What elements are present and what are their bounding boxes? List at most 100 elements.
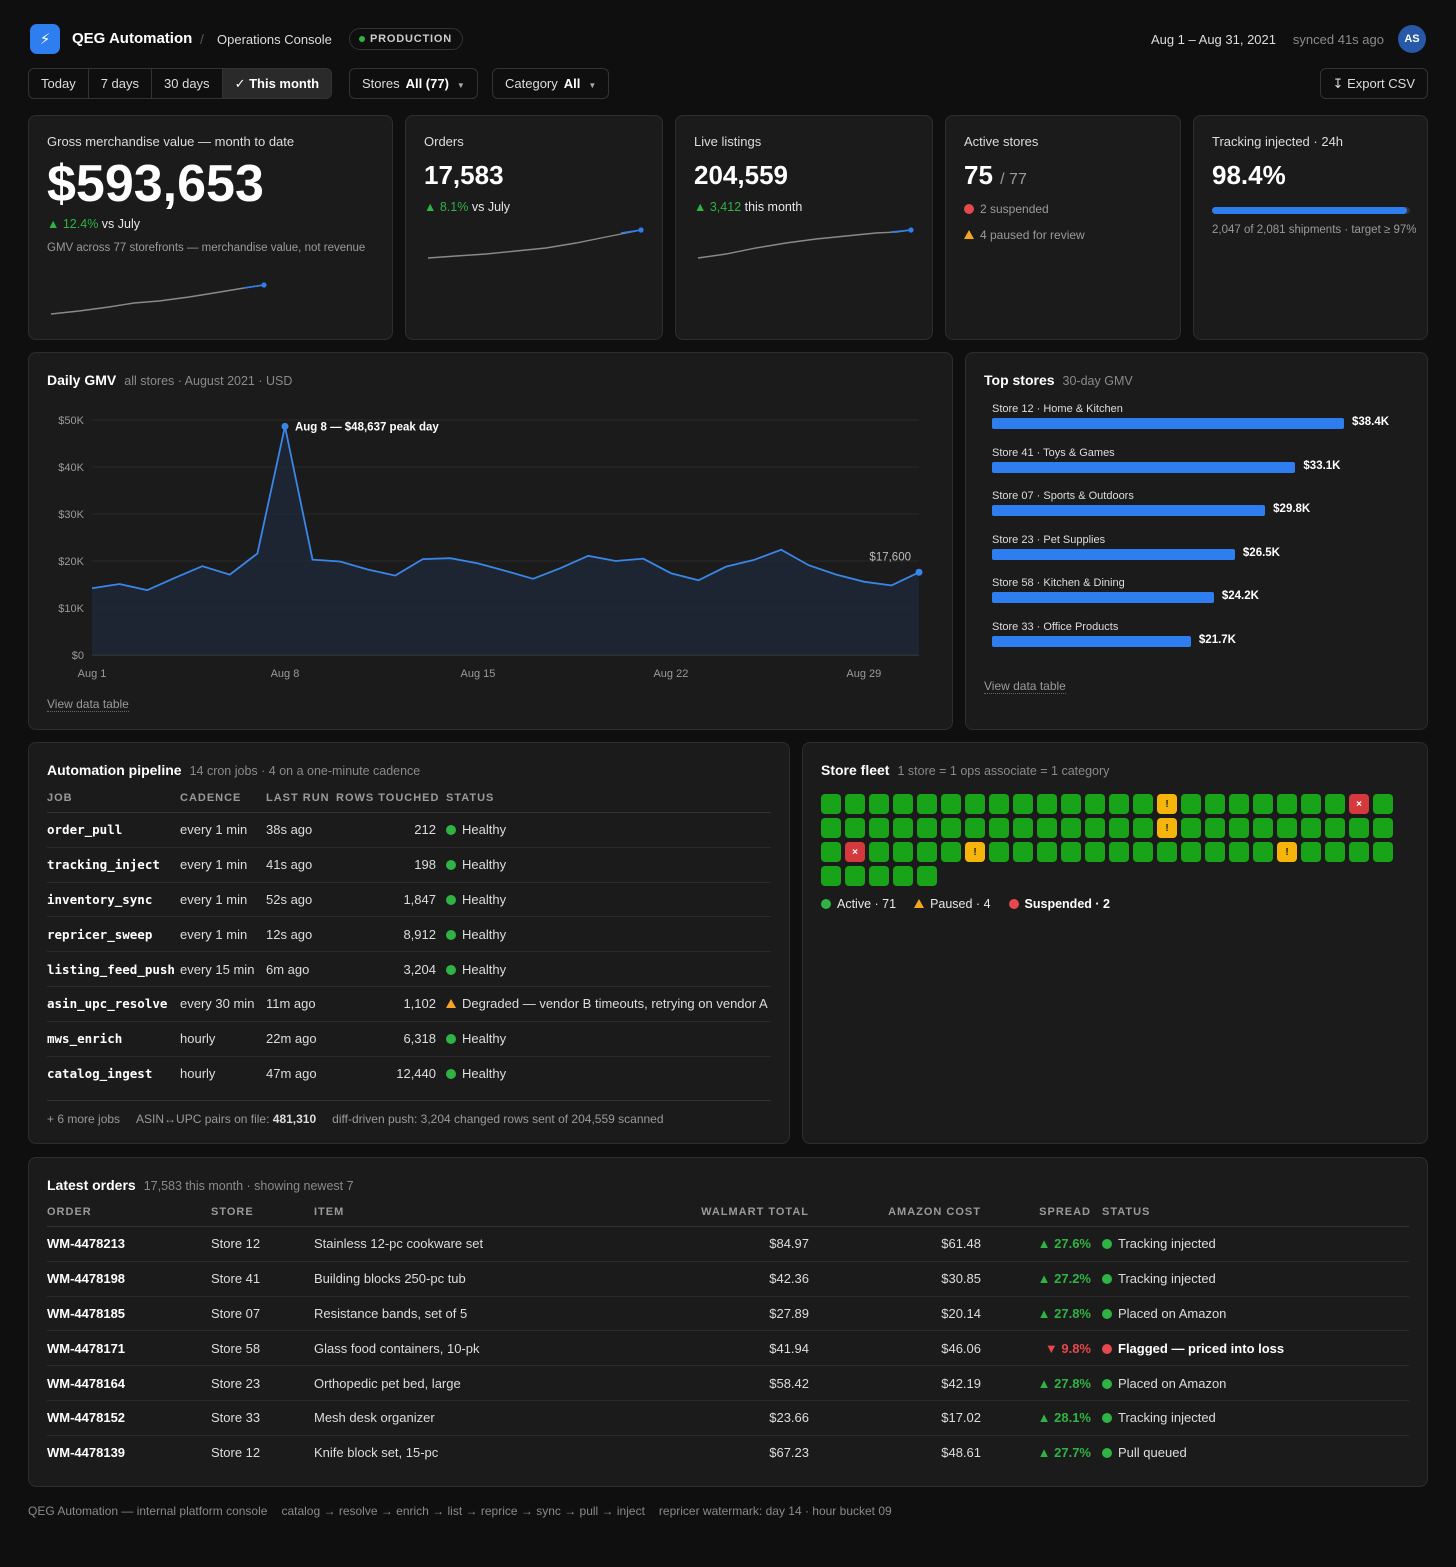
store-cell-active[interactable] xyxy=(1349,818,1369,838)
table-row[interactable]: asin_upc_resolve every 30 min 11m ago 1,102… xyxy=(47,986,771,1022)
store-cell-active[interactable] xyxy=(1301,842,1321,862)
store-cell-paused[interactable]: ! xyxy=(1277,842,1297,862)
store-cell-active[interactable] xyxy=(1181,842,1201,862)
table-row[interactable]: mws_enrich hourly 22m ago 6,318 Healthy xyxy=(47,1021,771,1057)
store-cell-active[interactable] xyxy=(1181,818,1201,838)
store-cell-paused[interactable]: ! xyxy=(1157,818,1177,838)
category-dropdown[interactable]: Category All ▼ xyxy=(492,68,610,99)
store-cell-active[interactable] xyxy=(1325,794,1345,814)
store-cell-active[interactable] xyxy=(1205,794,1225,814)
store-cell-suspended[interactable]: × xyxy=(1349,794,1369,814)
store-cell-active[interactable] xyxy=(845,866,865,886)
store-cell-active[interactable] xyxy=(1301,794,1321,814)
store-cell-active[interactable] xyxy=(1373,842,1393,862)
store-cell-active[interactable] xyxy=(1133,794,1153,814)
store-cell-active[interactable] xyxy=(917,842,937,862)
store-cell-active[interactable] xyxy=(1157,842,1177,862)
store-cell-active[interactable] xyxy=(1277,818,1297,838)
store-cell-active[interactable] xyxy=(1037,818,1057,838)
table-row[interactable]: WM-4478198 Store 41 Building blocks 250-pc… xyxy=(47,1261,1409,1297)
store-cell-active[interactable] xyxy=(1037,842,1057,862)
store-cell-active[interactable] xyxy=(893,866,913,886)
user-avatar[interactable]: AS xyxy=(1398,25,1426,53)
store-cell-active[interactable] xyxy=(1277,794,1297,814)
store-cell-active[interactable] xyxy=(845,794,865,814)
table-row[interactable]: WM-4478164 Store 23 Orthopedic pet bed, la… xyxy=(47,1365,1409,1401)
store-cell-active[interactable] xyxy=(869,842,889,862)
table-row[interactable]: WM-4478139 Store 12 Knife block set, 15-pc… xyxy=(47,1435,1409,1470)
store-cell-active[interactable] xyxy=(893,842,913,862)
store-cell-active[interactable] xyxy=(1325,818,1345,838)
order-id[interactable]: WM-4478139 xyxy=(47,1445,126,1461)
view-data-table-link[interactable]: View data table xyxy=(47,697,129,712)
store-cell-active[interactable] xyxy=(1301,818,1321,838)
store-cell-paused[interactable]: ! xyxy=(1157,794,1177,814)
store-cell-active[interactable] xyxy=(869,866,889,886)
store-cell-active[interactable] xyxy=(869,794,889,814)
store-cell-active[interactable] xyxy=(1085,818,1105,838)
store-cell-active[interactable] xyxy=(1253,842,1273,862)
store-cell-active[interactable] xyxy=(1085,794,1105,814)
store-cell-active[interactable] xyxy=(941,818,961,838)
store-cell-active[interactable] xyxy=(917,866,937,886)
store-cell-active[interactable] xyxy=(1133,818,1153,838)
view-data-table-link[interactable]: View data table xyxy=(984,679,1066,694)
store-cell-active[interactable] xyxy=(869,818,889,838)
store-cell-active[interactable] xyxy=(965,794,985,814)
store-cell-active[interactable] xyxy=(821,842,841,862)
store-cell-suspended[interactable]: × xyxy=(845,842,865,862)
store-cell-active[interactable] xyxy=(821,794,841,814)
table-row[interactable]: repricer_sweep every 1 min 12s ago 8,912 Hea… xyxy=(47,916,771,953)
table-row[interactable]: order_pull every 1 min 38s ago 212 Healthy xyxy=(47,812,771,848)
store-cell-active[interactable] xyxy=(893,818,913,838)
export-csv-button[interactable]: ↧ Export CSV xyxy=(1319,68,1428,99)
table-row[interactable]: WM-4478213 Store 12 Stainless 12-pc cookwa… xyxy=(47,1226,1409,1262)
table-row[interactable]: WM-4478171 Store 58 Glass food containers,… xyxy=(47,1330,1409,1367)
store-cell-active[interactable] xyxy=(1229,818,1249,838)
store-cell-active[interactable] xyxy=(1109,842,1129,862)
order-id[interactable]: WM-4478152 xyxy=(47,1400,211,1436)
table-row[interactable]: inventory_sync every 1 min 52s ago 1,847 Hea… xyxy=(47,882,771,918)
store-cell-active[interactable] xyxy=(845,818,865,838)
store-cell-active[interactable] xyxy=(1325,842,1345,862)
store-cell-active[interactable] xyxy=(989,842,1009,862)
store-cell-active[interactable] xyxy=(1229,794,1249,814)
store-cell-active[interactable] xyxy=(989,818,1009,838)
store-cell-active[interactable] xyxy=(1373,794,1393,814)
store-cell-active[interactable] xyxy=(1013,794,1033,814)
store-cell-active[interactable] xyxy=(893,794,913,814)
store-cell-active[interactable] xyxy=(1181,794,1201,814)
store-cell-active[interactable] xyxy=(1349,842,1369,862)
store-cell-active[interactable] xyxy=(1109,818,1129,838)
table-row[interactable]: catalog_ingest hourly 47m ago 12,440 Healthy xyxy=(47,1056,771,1091)
store-cell-active[interactable] xyxy=(1037,794,1057,814)
store-cell-active[interactable] xyxy=(1373,818,1393,838)
order-id[interactable]: WM-4478198 xyxy=(47,1261,211,1297)
order-id[interactable]: WM-4478213 xyxy=(47,1226,211,1262)
order-id[interactable]: WM-4478164 xyxy=(47,1365,211,1401)
order-id[interactable]: WM-4478185 xyxy=(47,1296,211,1332)
stores-dropdown[interactable]: Stores All (77) ▼ xyxy=(349,68,478,99)
range-30-days[interactable]: 30 days xyxy=(152,69,223,98)
store-cell-active[interactable] xyxy=(1253,794,1273,814)
table-row[interactable]: WM-4478152 Store 33 Mesh desk organizer $23… xyxy=(47,1400,1409,1436)
store-cell-active[interactable] xyxy=(989,794,1009,814)
store-cell-active[interactable] xyxy=(1133,842,1153,862)
store-cell-active[interactable] xyxy=(1109,794,1129,814)
table-row[interactable]: listing_feed_push every 15 min 6m ago 3,204… xyxy=(47,951,771,987)
store-cell-active[interactable] xyxy=(917,818,937,838)
range-today[interactable]: Today xyxy=(29,69,89,98)
order-id[interactable]: WM-4478171 xyxy=(47,1330,211,1367)
store-cell-active[interactable] xyxy=(1085,842,1105,862)
table-row[interactable]: WM-4478185 Store 07 Resistance bands, set … xyxy=(47,1296,1409,1332)
range-this-month[interactable]: ✓ This month xyxy=(222,69,332,98)
store-cell-active[interactable] xyxy=(941,794,961,814)
store-cell-active[interactable] xyxy=(1061,818,1081,838)
table-row[interactable]: tracking_inject every 1 min 41s ago 198 Heal… xyxy=(47,847,771,883)
store-cell-active[interactable] xyxy=(821,866,841,886)
store-cell-paused[interactable]: ! xyxy=(965,842,985,862)
store-cell-active[interactable] xyxy=(965,818,985,838)
store-cell-active[interactable] xyxy=(1013,842,1033,862)
range-7-days[interactable]: 7 days xyxy=(89,69,153,98)
store-cell-active[interactable] xyxy=(1253,818,1273,838)
